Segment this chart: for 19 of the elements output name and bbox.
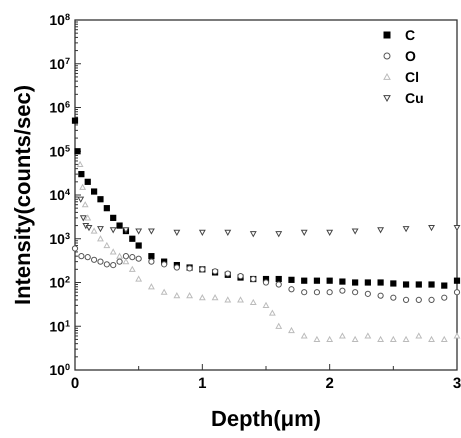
y-tick-label: 10$^{1}$ bbox=[49, 318, 70, 334]
y-tick-label: 10$^{3}$ bbox=[49, 230, 70, 247]
x-tick-label: 3 bbox=[452, 375, 461, 392]
y-tick-label: 10$^{5}$ bbox=[49, 143, 70, 160]
y-tick-label: 10$^{6}$ bbox=[49, 100, 70, 116]
x-tick-label: 2 bbox=[325, 375, 334, 392]
x-tick-label: 0 bbox=[70, 375, 80, 392]
legend-label: Cl bbox=[405, 69, 419, 85]
y-tick-label: 10$^{7}$ bbox=[49, 56, 70, 72]
y-axis-title: Intensity(counts/sec) bbox=[10, 84, 35, 306]
legend-label: Cu bbox=[405, 90, 424, 106]
legend-label: C bbox=[405, 27, 416, 43]
x-tick-label: 1 bbox=[198, 375, 207, 392]
y-tick-label: 10$^{0}$ bbox=[49, 362, 70, 378]
y-tick-label: 10$^{4}$ bbox=[49, 187, 71, 203]
legend-label: O bbox=[405, 48, 416, 64]
y-tick-label: 10$^{2}$ bbox=[49, 274, 70, 290]
y-tick-label: 10$^{8}$ bbox=[49, 12, 70, 28]
x-axis-title: Depth(μm) bbox=[211, 406, 321, 431]
